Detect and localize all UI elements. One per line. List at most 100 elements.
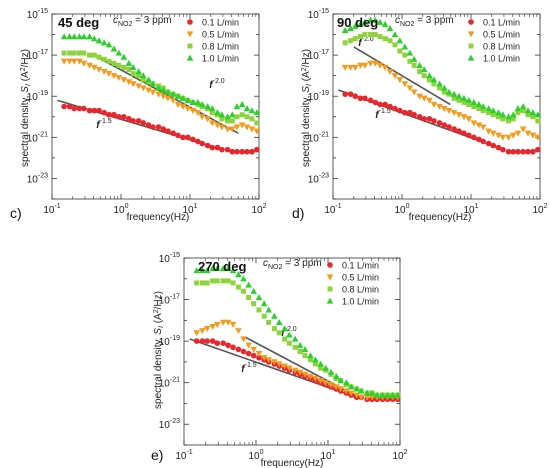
fit-label: f-2.0	[358, 36, 374, 49]
data-point	[351, 64, 359, 71]
data-point	[456, 128, 462, 134]
data-point	[337, 386, 344, 393]
data-point	[368, 32, 374, 38]
data-point	[220, 278, 226, 284]
data-point	[193, 267, 200, 274]
data-point	[121, 64, 127, 70]
data-point	[179, 103, 187, 110]
x-tick-label: 102	[392, 449, 407, 462]
data-point	[499, 134, 507, 141]
data-point	[260, 300, 268, 307]
data-point	[312, 361, 318, 367]
fit-label: f-1.5	[96, 118, 112, 131]
data-point	[96, 54, 102, 60]
data-point	[352, 36, 358, 42]
data-point	[451, 95, 457, 101]
concentration-annotation: cNO2 = 3 ppm	[263, 258, 322, 271]
data-point	[367, 16, 374, 23]
legend-marker	[327, 262, 333, 268]
data-point	[348, 38, 354, 44]
data-point	[135, 68, 142, 75]
data-point	[282, 336, 288, 342]
data-point	[392, 105, 398, 112]
data-point	[386, 24, 394, 31]
data-point	[204, 338, 210, 344]
data-point	[204, 280, 210, 286]
data-point	[219, 264, 227, 271]
data-point	[327, 382, 335, 389]
legend-label: 0.8 L/min	[483, 42, 520, 52]
data-point	[116, 113, 122, 120]
data-point	[184, 105, 192, 112]
data-point	[229, 321, 237, 328]
data-point	[357, 34, 363, 40]
data-point	[244, 114, 250, 120]
x-tick-label: 100	[113, 203, 128, 216]
y-tick-label: 10-23	[159, 418, 180, 431]
data-point	[179, 94, 187, 101]
data-point	[426, 116, 433, 122]
data-point	[411, 111, 417, 118]
data-point	[90, 35, 98, 42]
data-point	[411, 62, 417, 68]
data-point	[490, 112, 496, 118]
data-point	[377, 34, 383, 40]
data-point	[534, 134, 542, 141]
data-point	[436, 120, 443, 126]
data-point	[312, 375, 319, 382]
fit-label: f-2.0	[209, 78, 225, 91]
data-point	[322, 364, 330, 371]
data-point	[235, 328, 242, 335]
data-point	[347, 390, 355, 397]
data-point	[431, 118, 437, 124]
data-point	[445, 88, 453, 95]
data-point	[209, 264, 216, 271]
data-point	[510, 148, 517, 155]
x-tick-label: 101	[182, 203, 197, 216]
y-tick-label: 10-23	[308, 172, 329, 185]
data-point	[76, 33, 83, 40]
plot-frame	[183, 257, 401, 446]
data-point	[105, 71, 113, 78]
data-point	[461, 99, 467, 105]
data-point	[229, 148, 236, 155]
data-point	[199, 140, 205, 147]
data-point	[81, 105, 87, 112]
data-point	[470, 98, 478, 105]
data-point	[145, 122, 152, 128]
data-point	[421, 116, 428, 122]
data-point	[426, 72, 433, 79]
x-tick-label: 101	[320, 449, 335, 462]
data-point	[376, 18, 384, 25]
y-tick-label: 10-15	[27, 8, 48, 21]
data-point	[155, 84, 162, 91]
data-point	[140, 77, 146, 83]
data-point	[505, 148, 512, 155]
data-point	[317, 360, 324, 367]
data-point	[195, 138, 201, 145]
data-point	[332, 373, 340, 380]
data-point	[239, 112, 245, 118]
data-point	[67, 50, 73, 56]
data-point	[363, 389, 371, 396]
data-point	[254, 146, 260, 153]
data-point	[115, 75, 123, 82]
data-point	[81, 50, 87, 56]
data-point	[357, 387, 365, 394]
data-point	[291, 367, 299, 374]
data-point	[407, 109, 413, 116]
data-point	[387, 38, 393, 44]
data-point	[391, 31, 399, 38]
data-point	[489, 107, 497, 114]
data-point	[126, 67, 132, 72]
data-point	[296, 369, 304, 376]
data-point	[302, 353, 308, 359]
data-point	[499, 111, 507, 118]
data-point	[193, 330, 200, 337]
legend-label: 0.8 L/min	[202, 42, 239, 52]
data-point	[228, 111, 236, 118]
data-point	[430, 101, 438, 108]
data-point	[149, 80, 157, 87]
data-point	[396, 77, 404, 84]
data-point	[218, 111, 226, 118]
